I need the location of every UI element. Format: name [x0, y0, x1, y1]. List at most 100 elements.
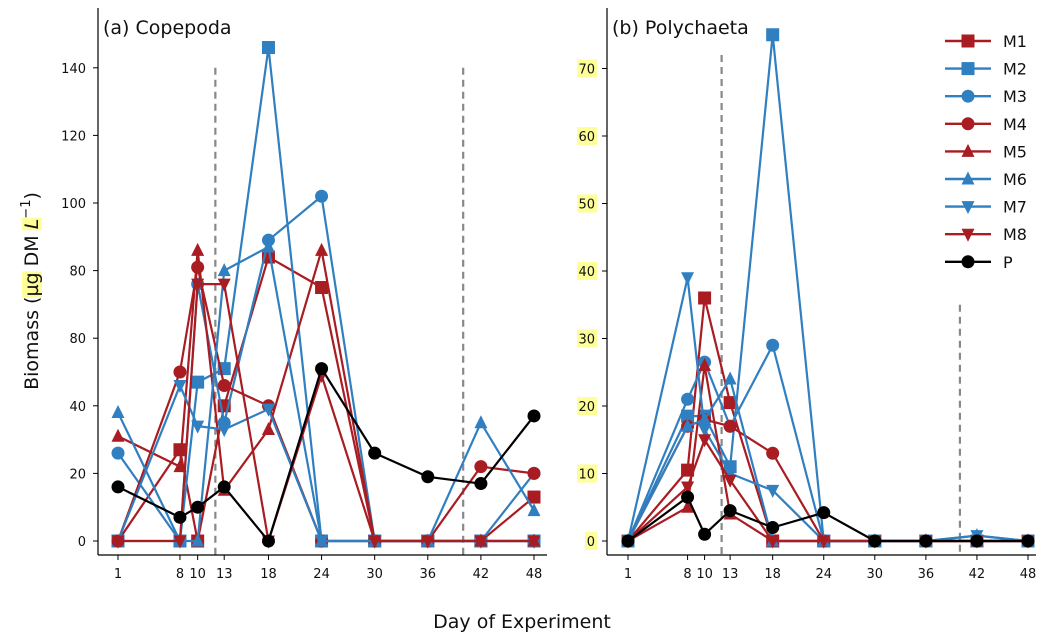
x-tick-label: 10 [696, 567, 713, 582]
data-point-m2 [766, 28, 780, 42]
data-point-m7 [766, 484, 780, 498]
y-tick-label: 50 [578, 198, 595, 213]
series-m5 [621, 358, 1035, 547]
legend-label: M6 [1003, 170, 1027, 189]
legend-marker [961, 255, 975, 269]
label-highlight [22, 217, 42, 231]
data-point-m5 [261, 421, 275, 435]
series-line-p [117, 366, 535, 544]
legend-label: M5 [1003, 142, 1027, 161]
data-point-p [368, 446, 382, 460]
data-point-p [315, 362, 329, 376]
data-point-m8 [173, 535, 187, 549]
data-point-m4 [766, 446, 780, 460]
data-point-m8 [474, 535, 488, 549]
data-point-m2 [261, 41, 275, 55]
legend-label: M1 [1003, 32, 1027, 51]
series-line-m6 [117, 245, 535, 543]
x-tick-label: 24 [815, 567, 832, 582]
data-point-m4 [527, 466, 541, 480]
unit-mu: µg [21, 272, 43, 296]
legend: M1 M2 M3 M4 M5 M6 M7 M8 P [945, 32, 1027, 272]
data-point-m8 [191, 278, 205, 292]
data-point-m6 [681, 418, 695, 432]
data-point-m3 [315, 189, 329, 203]
x-axis-title: Day of Experiment [433, 611, 611, 633]
data-point-p [474, 477, 488, 491]
y-tick-highlight [577, 397, 597, 415]
x-tick-label: 10 [189, 567, 206, 582]
data-point-m6 [723, 371, 737, 385]
legend-entry-m2: M2 [945, 60, 1027, 79]
y-tick-highlight [585, 532, 597, 550]
data-point-p [868, 534, 882, 548]
data-point-p [723, 504, 737, 518]
data-point-m4 [173, 365, 187, 379]
legend-entry-m4: M4 [945, 115, 1027, 134]
legend-marker [961, 89, 975, 103]
legend-label: M4 [1003, 115, 1027, 134]
legend-label: M2 [1003, 60, 1027, 79]
data-point-p [970, 534, 984, 548]
data-point-m5 [698, 358, 712, 371]
y-tick-label: 40 [578, 265, 595, 280]
data-point-m3 [111, 446, 125, 460]
y-tick-label: 100 [61, 197, 86, 212]
y-tick-label: 70 [578, 63, 595, 78]
x-tick-label: 24 [313, 567, 330, 582]
x-tick-label: 42 [473, 567, 490, 582]
data-point-m2 [191, 375, 205, 389]
data-point-m4 [723, 419, 737, 433]
legend-marker [961, 117, 975, 131]
data-point-m1 [723, 396, 737, 410]
data-point-p [817, 506, 831, 520]
data-point-p [173, 510, 187, 524]
x-tick-label: 48 [1020, 567, 1037, 582]
data-point-m6 [474, 415, 488, 429]
x-tick-label: 1 [624, 567, 632, 582]
series-m1 [111, 250, 541, 548]
data-point-p [421, 470, 435, 484]
y-tick-highlight [577, 127, 597, 145]
data-point-m7 [261, 403, 275, 417]
x-tick-label: 18 [260, 567, 277, 582]
y-tick-label: 120 [61, 129, 86, 144]
data-point-m8 [766, 535, 780, 549]
data-point-m8 [817, 535, 831, 549]
data-point-m7 [315, 535, 329, 549]
series-line-p [627, 495, 1028, 543]
series-line-m7 [626, 277, 1029, 543]
data-point-m3 [681, 392, 695, 406]
y-tick-label: 0 [78, 535, 86, 550]
data-point-m7 [698, 424, 712, 438]
data-point-m6 [261, 239, 275, 253]
data-point-m5 [111, 428, 125, 442]
unit-l: L [21, 219, 43, 230]
legend-label: M3 [1003, 87, 1027, 106]
legend-marker [961, 201, 975, 215]
y-tick-label: 0 [587, 535, 595, 550]
legend-entry-m6: M6 [945, 170, 1027, 189]
series-m6 [111, 239, 541, 547]
data-point-m7 [173, 380, 187, 394]
data-point-m2 [681, 409, 695, 423]
data-point-p [527, 409, 541, 423]
x-tick-label: 42 [969, 567, 986, 582]
data-point-m8 [421, 535, 435, 549]
legend-marker [961, 143, 975, 157]
data-point-p [1021, 534, 1035, 548]
x-tick-label: 8 [683, 567, 691, 582]
legend-entry-m1: M1 [945, 32, 1027, 51]
data-point-p [919, 534, 933, 548]
data-point-m4 [474, 460, 488, 474]
y-tick-highlight [577, 464, 597, 483]
data-point-p [698, 527, 712, 541]
data-point-m4 [217, 379, 231, 393]
data-point-m6 [191, 533, 205, 547]
data-point-m1 [173, 443, 187, 457]
panel-b-title: (b) Polychaeta [612, 17, 749, 39]
series-p [621, 490, 1035, 548]
y-tick-label: 10 [578, 468, 595, 483]
series-m8 [111, 278, 541, 549]
data-point-p [681, 490, 695, 504]
